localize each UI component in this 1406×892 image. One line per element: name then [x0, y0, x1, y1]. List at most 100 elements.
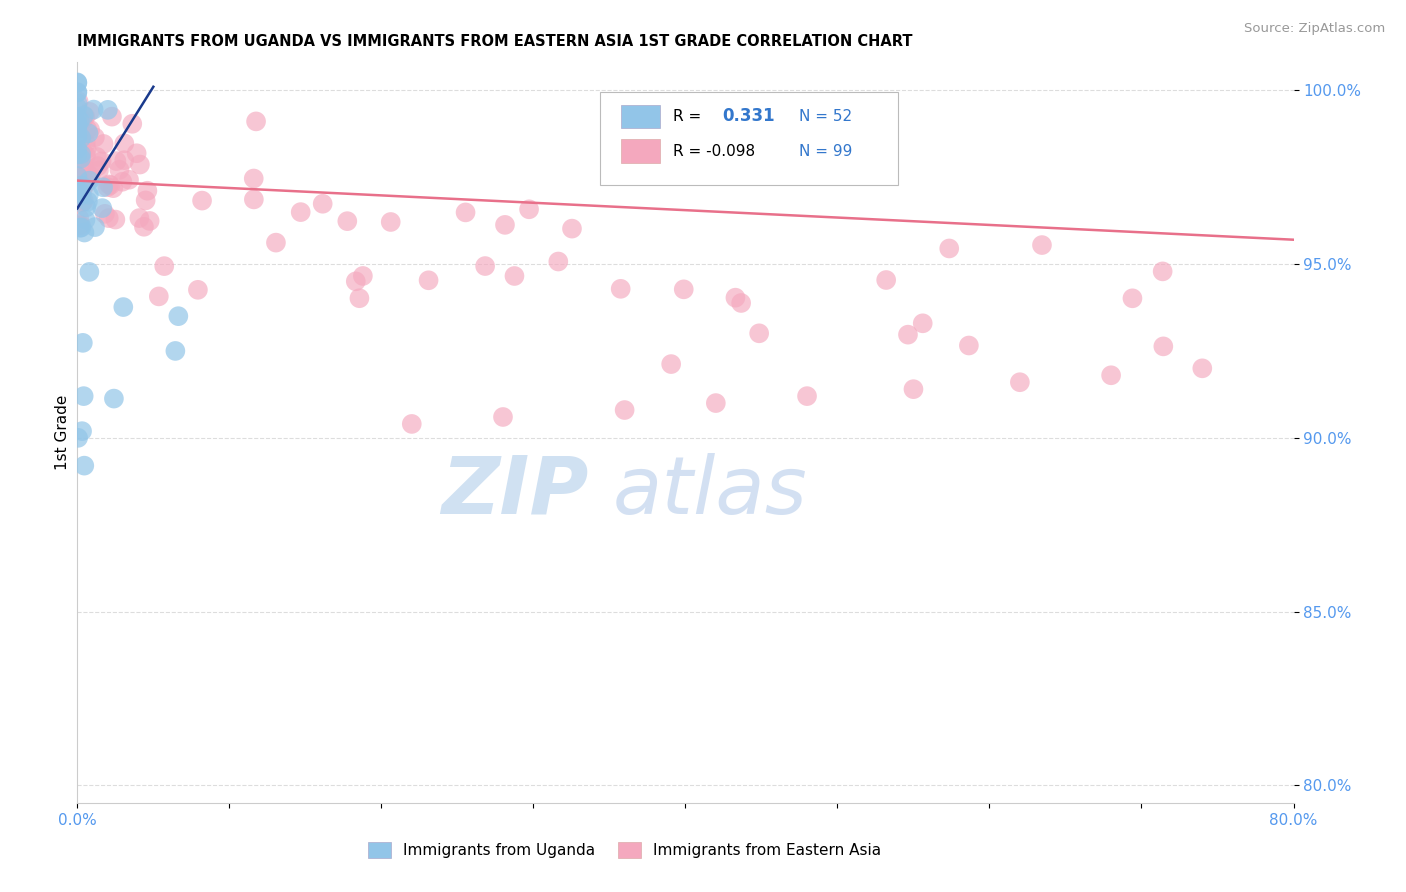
Point — [66, 169, 89, 183]
Text: Source: ZipAtlas.com: Source: ZipAtlas.com — [1244, 22, 1385, 36]
Point — [79, 173, 101, 187]
Point — [66, 119, 89, 133]
Point — [70, 147, 93, 161]
Point — [245, 114, 267, 128]
Point — [67, 151, 90, 165]
Point — [72, 114, 94, 128]
Point — [73, 194, 96, 208]
Point — [344, 274, 367, 288]
Point — [77, 194, 100, 209]
Point — [76, 142, 98, 156]
Point — [93, 136, 115, 151]
Point — [77, 126, 100, 140]
Point — [312, 196, 335, 211]
Point — [72, 163, 94, 178]
Point — [73, 108, 96, 122]
Point — [67, 431, 90, 445]
Point — [290, 205, 312, 219]
Point — [561, 221, 583, 235]
Point — [132, 219, 155, 234]
Point — [111, 175, 134, 189]
Point — [83, 130, 105, 145]
Point — [112, 300, 135, 314]
Point — [118, 172, 141, 186]
Point — [69, 186, 91, 201]
Point — [79, 122, 101, 136]
Point — [66, 131, 89, 145]
Point — [73, 161, 96, 176]
Point — [494, 218, 516, 232]
Point — [128, 211, 150, 225]
Point — [112, 153, 135, 168]
Point — [98, 178, 121, 192]
Point — [380, 215, 402, 229]
Point — [70, 152, 93, 166]
Point — [136, 184, 159, 198]
Point — [138, 214, 160, 228]
Point — [75, 212, 97, 227]
Text: ZIP: ZIP — [440, 453, 588, 531]
Point — [76, 122, 98, 136]
Point — [748, 326, 770, 341]
Point — [66, 86, 89, 100]
Point — [796, 389, 818, 403]
Point — [105, 154, 128, 169]
Point — [704, 396, 727, 410]
Point — [547, 254, 569, 268]
Point — [613, 403, 636, 417]
Point — [911, 316, 934, 330]
Point — [66, 128, 89, 143]
Point — [97, 211, 120, 226]
Point — [67, 184, 90, 198]
Point — [73, 458, 96, 473]
Point — [69, 220, 91, 235]
Point — [503, 268, 526, 283]
Point — [187, 283, 209, 297]
Point — [66, 128, 89, 143]
Point — [94, 207, 117, 221]
Point — [72, 145, 94, 159]
Text: N = 52: N = 52 — [799, 109, 852, 124]
Point — [86, 150, 108, 164]
Point — [96, 180, 118, 194]
Point — [66, 120, 89, 134]
Point — [135, 194, 157, 208]
Point — [66, 101, 89, 115]
Point — [87, 159, 110, 173]
Point — [77, 187, 100, 202]
Point — [672, 282, 695, 296]
Point — [349, 291, 371, 305]
Point — [101, 110, 124, 124]
Point — [66, 147, 89, 161]
Point — [70, 424, 93, 438]
Point — [79, 169, 101, 184]
Point — [91, 180, 114, 194]
Point — [517, 202, 540, 217]
Point — [153, 259, 176, 273]
Point — [100, 178, 122, 193]
Point — [67, 95, 90, 109]
Text: IMMIGRANTS FROM UGANDA VS IMMIGRANTS FROM EASTERN ASIA 1ST GRADE CORRELATION CHA: IMMIGRANTS FROM UGANDA VS IMMIGRANTS FRO… — [77, 34, 912, 49]
Point — [66, 85, 89, 99]
Legend: Immigrants from Uganda, Immigrants from Eastern Asia: Immigrants from Uganda, Immigrants from … — [368, 842, 882, 858]
Point — [79, 104, 101, 119]
Point — [167, 309, 190, 323]
Point — [70, 178, 93, 193]
Point — [1152, 339, 1174, 353]
Point — [70, 188, 93, 202]
Point — [121, 117, 143, 131]
Point — [72, 184, 94, 198]
Point — [1099, 368, 1122, 383]
Point — [336, 214, 359, 228]
Point — [79, 265, 101, 279]
Text: R =: R = — [673, 109, 702, 124]
Text: atlas: atlas — [613, 453, 807, 531]
Point — [243, 193, 266, 207]
Text: N = 99: N = 99 — [799, 144, 852, 159]
Point — [242, 171, 264, 186]
Point — [609, 282, 631, 296]
Point — [454, 205, 477, 219]
Point — [70, 219, 93, 233]
Point — [67, 219, 90, 233]
Point — [148, 289, 170, 303]
